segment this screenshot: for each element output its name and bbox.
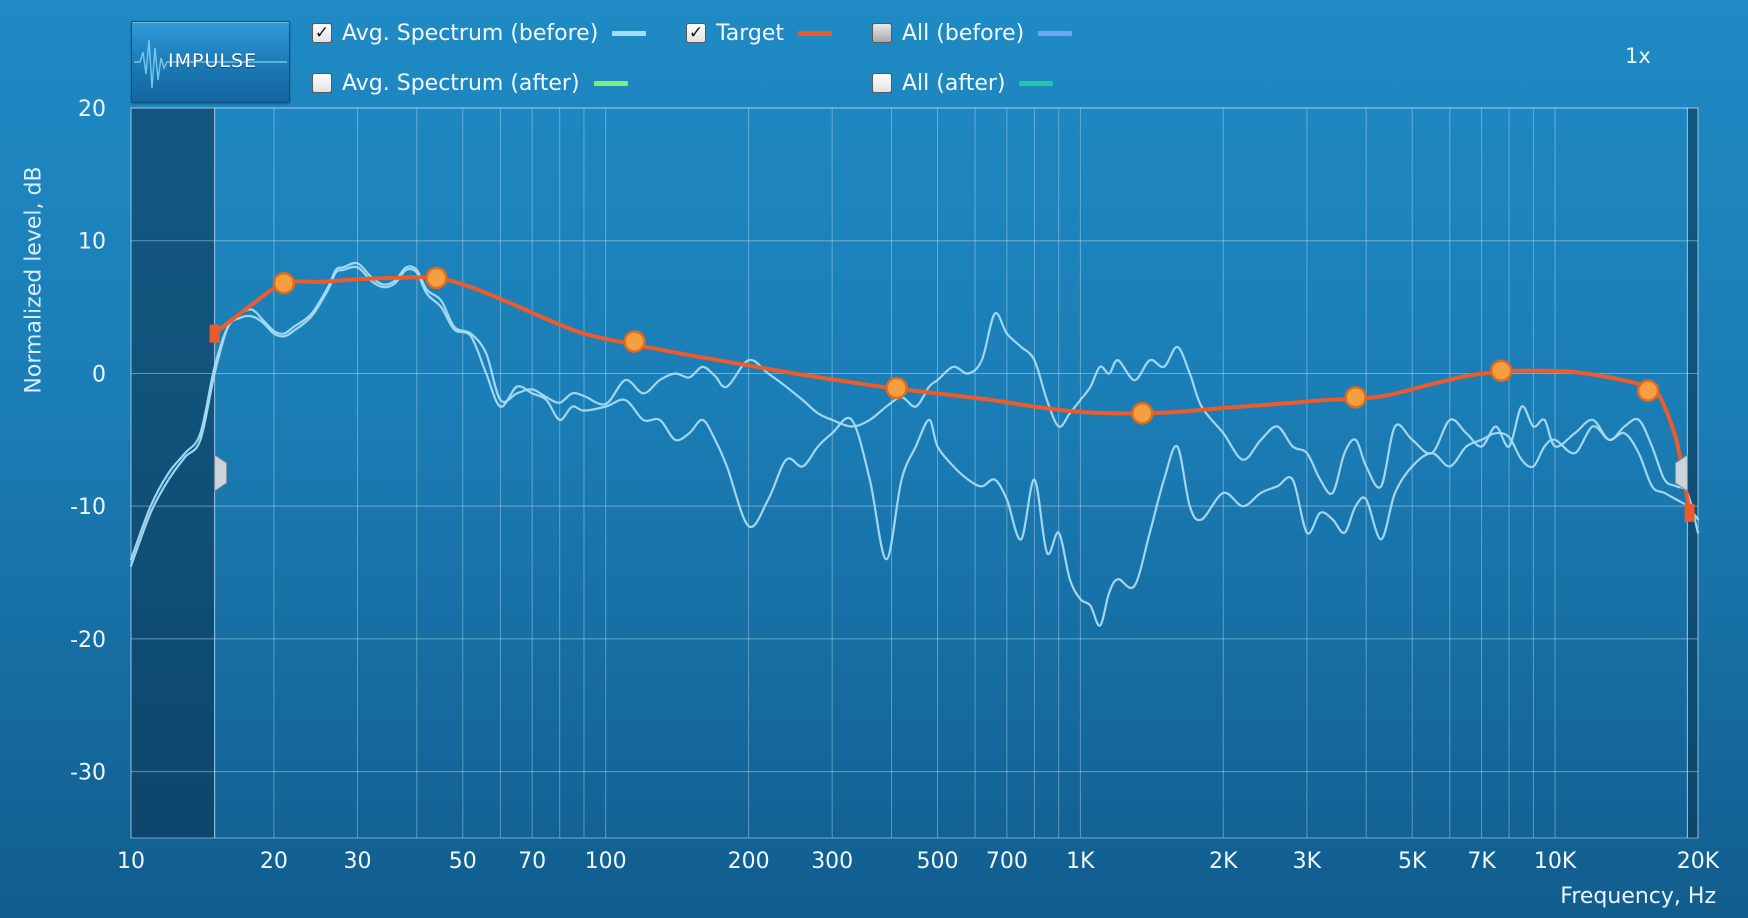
x-tick-label: 10 [117, 849, 145, 874]
target-end-handle[interactable] [209, 324, 220, 343]
x-tick-label: 300 [811, 849, 853, 874]
y-tick-label: 10 [78, 230, 106, 255]
y-tick-label: -20 [70, 628, 106, 653]
legend-avg-before[interactable]: ✓ Avg. Spectrum (before) [312, 18, 647, 48]
x-tick-label: 3K [1293, 849, 1322, 874]
x-axis-title: Frequency, Hz [1560, 884, 1716, 909]
target-end-handle[interactable] [1684, 503, 1695, 522]
y-tick-label: 20 [78, 97, 106, 122]
target-control-point[interactable] [1344, 386, 1367, 409]
x-tick-label: 500 [917, 849, 959, 874]
target-control-point[interactable] [885, 376, 908, 400]
zoom-level[interactable]: 1x [1625, 44, 1651, 68]
x-tick-label: 2K [1209, 849, 1238, 874]
avg-before-swatch [612, 30, 647, 36]
all-before-checkbox[interactable] [872, 23, 892, 43]
x-tick-label: 70 [518, 849, 546, 874]
excluded-range-layer [131, 108, 1698, 838]
all-after-checkbox[interactable] [872, 73, 892, 93]
all-before-swatch [1038, 30, 1073, 36]
avg-before-checkbox[interactable]: ✓ [312, 23, 332, 43]
avg-after-swatch [593, 80, 628, 86]
avg-after-label: Avg. Spectrum (after) [342, 70, 580, 96]
target-control-point[interactable] [623, 330, 646, 353]
legend-avg-after[interactable]: Avg. Spectrum (after) [312, 68, 628, 98]
target-control-point[interactable] [1489, 359, 1513, 383]
all-after-label: All (after) [902, 70, 1006, 96]
y-tick-label: -10 [70, 495, 106, 520]
legend-all-after[interactable]: All (after) [872, 68, 1054, 98]
impulse-logo-button[interactable]: IMPULSE [131, 21, 290, 103]
waveform-icon [134, 39, 287, 89]
x-tick-label: 100 [585, 849, 627, 874]
excluded-range [1687, 108, 1698, 838]
y-axis-title: Normalized level, dB [21, 166, 47, 394]
x-tick-label: 10K [1534, 849, 1577, 874]
target-checkbox[interactable]: ✓ [686, 23, 706, 43]
legend-all-before[interactable]: All (before) [872, 18, 1073, 48]
x-tick-label: 200 [728, 849, 770, 874]
x-tick-label: 20 [260, 849, 288, 874]
target-control-point[interactable] [272, 271, 296, 295]
y-tick-label: -30 [70, 761, 106, 786]
target-curve [212, 275, 1692, 515]
x-tick-label: 700 [986, 849, 1028, 874]
all-before-label: All (before) [902, 20, 1025, 46]
avg-after-checkbox[interactable] [312, 73, 332, 93]
avg-spectrum-before-line [129, 261, 1700, 567]
plot-frame [130, 107, 1699, 839]
target-label: Target [716, 20, 785, 46]
range-drag-handle[interactable] [1674, 454, 1688, 492]
target-control-point[interactable] [425, 266, 448, 290]
x-tick-label: 50 [449, 849, 477, 874]
y-tick-label: 0 [92, 362, 106, 387]
grid-layer [130, 107, 1699, 839]
target-swatch [798, 30, 833, 36]
x-tick-label: 7K [1467, 849, 1496, 874]
range-drag-handle[interactable] [214, 454, 228, 492]
checkmark-icon: ✓ [314, 22, 330, 43]
all-after-swatch [1019, 80, 1054, 86]
x-tick-label: 30 [343, 849, 371, 874]
legend-target[interactable]: ✓ Target [686, 18, 833, 48]
checkmark-icon: ✓ [688, 22, 704, 43]
avg-spectrum-before-line [129, 265, 1700, 627]
target-control-point[interactable] [1636, 379, 1660, 402]
x-tick-label: 5K [1398, 849, 1427, 874]
x-tick-label: 1K [1066, 849, 1095, 874]
handle-layer [209, 266, 1695, 522]
logo-text: IMPULSE [168, 50, 258, 72]
avg-before-label: Avg. Spectrum (before) [342, 20, 599, 46]
series-layer [129, 261, 1700, 627]
target-control-point[interactable] [1131, 402, 1154, 425]
x-tick-label: 20K [1677, 849, 1720, 874]
